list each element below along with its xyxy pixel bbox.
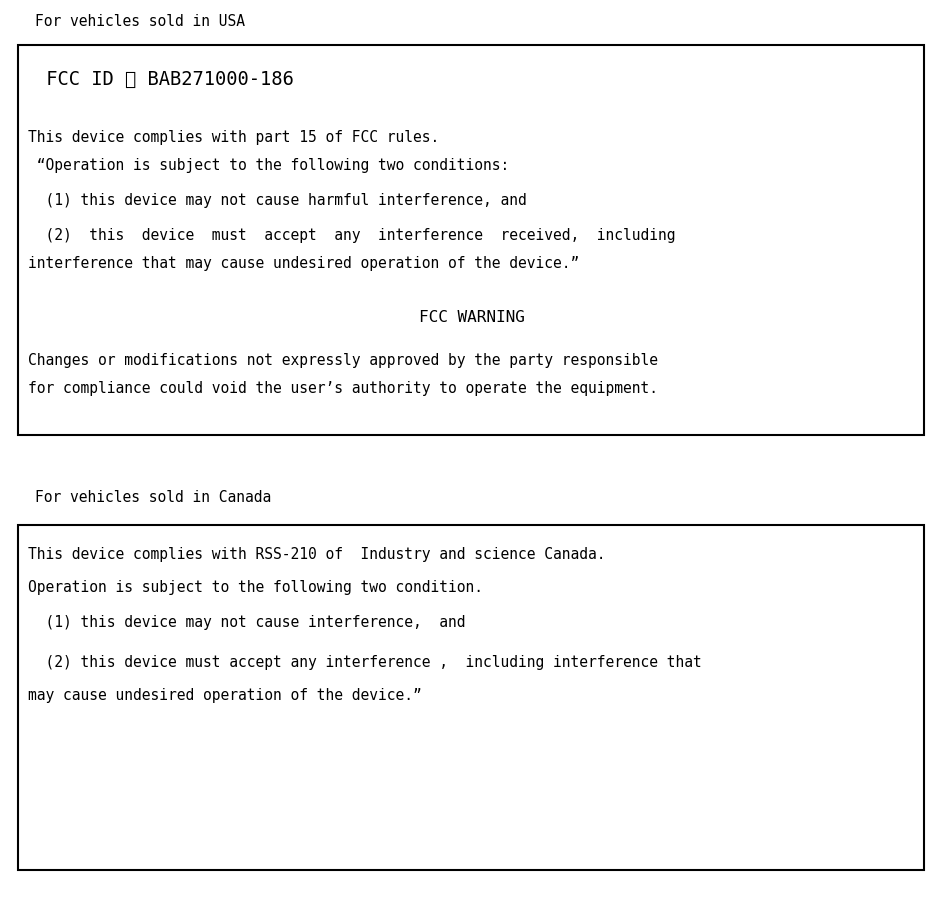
- Text: may cause undesired operation of the device.”: may cause undesired operation of the dev…: [28, 688, 421, 703]
- Bar: [18, 45, 923, 435]
- Text: Changes or modifications not expressly approved by the party responsible: Changes or modifications not expressly a…: [28, 353, 657, 368]
- Text: (2)  this  device  must  accept  any  interference  received,  including: (2) this device must accept any interfer…: [28, 228, 675, 243]
- Text: FCC ID ： BAB271000-186: FCC ID ： BAB271000-186: [35, 70, 294, 89]
- Text: (1) this device may not cause harmful interference, and: (1) this device may not cause harmful in…: [28, 193, 526, 208]
- Text: This device complies with RSS-210 of  Industry and science Canada.: This device complies with RSS-210 of Ind…: [28, 547, 605, 562]
- Bar: [18, 525, 923, 870]
- Text: for compliance could void the user’s authority to operate the equipment.: for compliance could void the user’s aut…: [28, 381, 657, 396]
- Text: (1) this device may not cause interference,  and: (1) this device may not cause interferen…: [28, 615, 465, 630]
- Text: This device complies with part 15 of FCC rules.: This device complies with part 15 of FCC…: [28, 130, 439, 145]
- Text: “Operation is subject to the following two conditions:: “Operation is subject to the following t…: [28, 158, 509, 173]
- Text: For vehicles sold in Canada: For vehicles sold in Canada: [35, 490, 271, 505]
- Text: For vehicles sold in USA: For vehicles sold in USA: [35, 14, 244, 29]
- Text: interference that may cause undesired operation of the device.”: interference that may cause undesired op…: [28, 256, 579, 271]
- Text: FCC WARNING: FCC WARNING: [418, 310, 524, 325]
- Text: Operation is subject to the following two condition.: Operation is subject to the following tw…: [28, 580, 482, 595]
- Text: (2) this device must accept any interference ,  including interference that: (2) this device must accept any interfer…: [28, 655, 701, 670]
